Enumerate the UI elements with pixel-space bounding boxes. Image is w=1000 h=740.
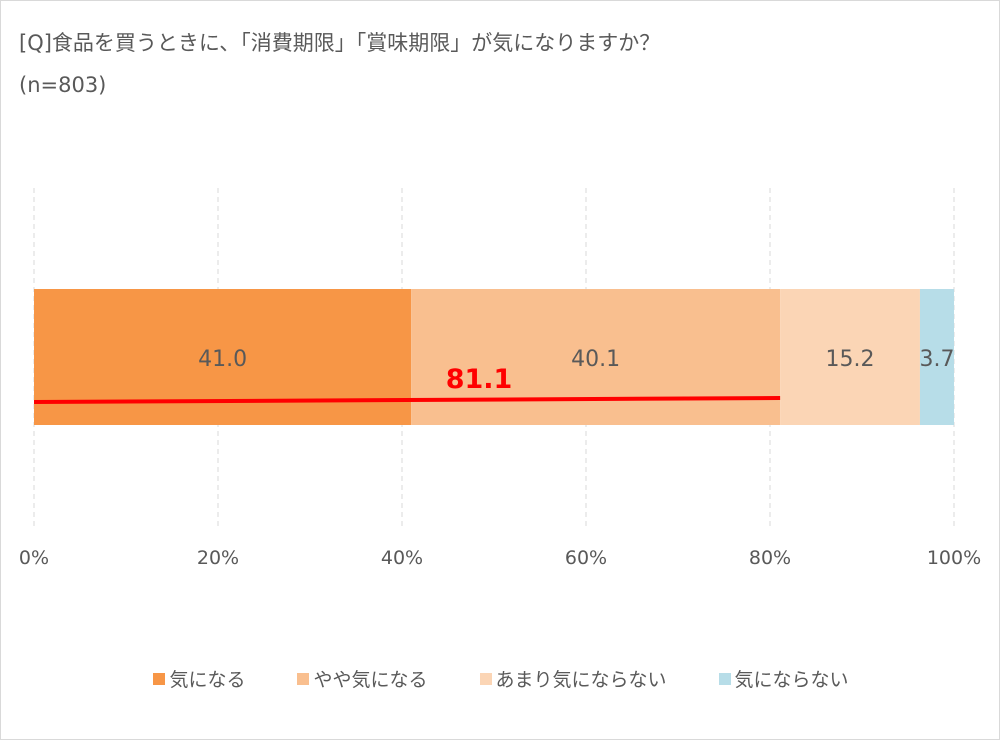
legend-swatch xyxy=(297,672,310,685)
data-label: 15.2 xyxy=(826,347,875,372)
x-tick-label: 20% xyxy=(197,547,239,569)
legend-label: 気にならない xyxy=(734,669,849,691)
legend-label: あまり気にならない xyxy=(495,669,667,691)
data-label: 41.0 xyxy=(198,347,247,372)
legend: 気になる やや気になる あまり気にならない 気にならない xyxy=(1,665,999,692)
annotation-label: 81.1 xyxy=(446,364,513,395)
legend-swatch xyxy=(479,672,492,685)
x-tick-label: 80% xyxy=(749,547,791,569)
chart-subtitle: (n=803) xyxy=(19,73,107,97)
x-tick-label: 60% xyxy=(565,547,607,569)
bar-segment xyxy=(780,289,920,425)
legend-label: やや気になる xyxy=(313,669,428,691)
chart-title: [Q]食品を買うときに、「消費期限」「賞味期限」が気になりますか？ xyxy=(19,31,661,55)
legend-item: 気になる xyxy=(153,665,245,692)
legend-swatch xyxy=(153,672,166,685)
x-tick-label: 40% xyxy=(381,547,423,569)
legend-item: 気にならない xyxy=(718,665,849,692)
x-tick-label: 100% xyxy=(927,547,981,569)
bar-segment xyxy=(919,289,954,425)
legend-item: あまり気にならない xyxy=(479,665,667,692)
data-label: 3.7 xyxy=(919,347,954,372)
bar-segment xyxy=(411,289,781,425)
legend-swatch xyxy=(718,672,731,685)
legend-label: 気になる xyxy=(169,669,246,691)
annotation-line xyxy=(33,396,781,404)
legend-item: やや気になる xyxy=(297,665,428,692)
x-tick-label: 0% xyxy=(19,547,49,569)
data-label: 40.1 xyxy=(571,347,620,372)
